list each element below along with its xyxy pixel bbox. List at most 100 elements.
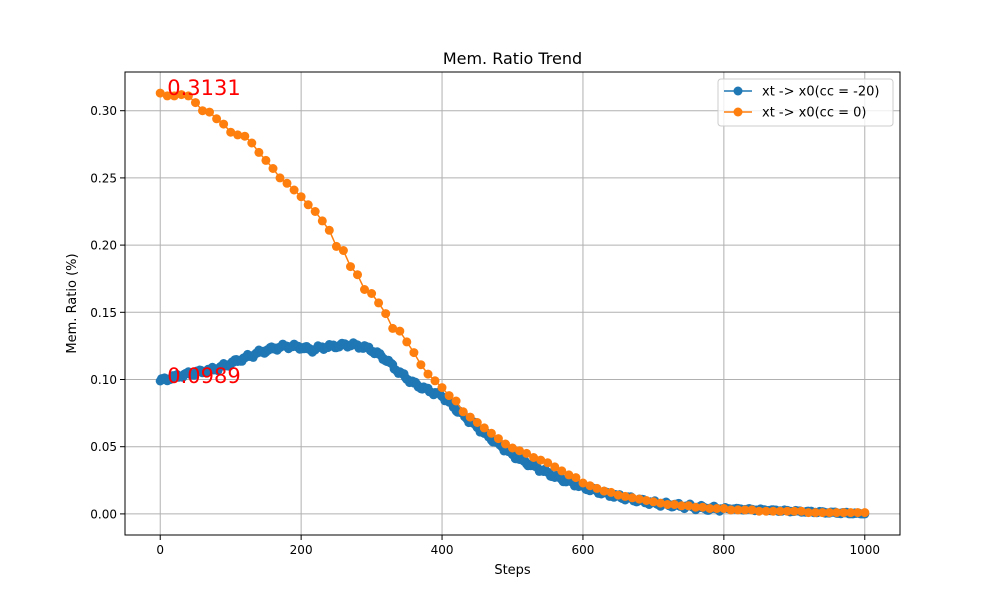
legend: xt -> x0(cc = -20) xt -> x0(cc = 0)	[717, 78, 894, 127]
data-point-orange	[402, 337, 412, 347]
data-point-orange	[578, 478, 588, 488]
data-point-orange	[634, 494, 644, 504]
data-point-orange	[162, 91, 172, 101]
y-tick-label: 0.20	[90, 239, 117, 253]
data-point-orange	[860, 508, 870, 518]
data-point-orange	[388, 323, 398, 333]
series-line-blue	[159, 341, 865, 515]
legend-label-blue: xt -> x0(cc = -20)	[762, 85, 879, 100]
data-point-orange	[275, 173, 285, 183]
data-point-orange	[191, 98, 200, 108]
data-point-orange	[183, 91, 193, 101]
data-point-orange	[839, 508, 849, 518]
data-point-orange	[360, 285, 369, 294]
annotation-layer: 0.3131 0.0989	[167, 76, 240, 388]
data-point-orange	[261, 155, 271, 165]
data-point-orange	[529, 453, 539, 462]
data-point-orange	[155, 88, 165, 98]
y-tick-label: 0.10	[90, 373, 117, 387]
x-tick-label: 0	[156, 543, 164, 557]
y-tick-label: 0.00	[90, 507, 117, 521]
data-point-orange	[670, 500, 679, 509]
data-point-orange	[620, 491, 630, 501]
data-point-orange	[423, 369, 433, 379]
data-point-orange	[395, 326, 405, 336]
data-point-orange	[627, 493, 637, 503]
data-point-orange	[796, 506, 806, 516]
value-annotation: 0.0989	[167, 364, 240, 388]
data-point-orange	[310, 207, 320, 216]
grid-layer	[125, 72, 900, 535]
data-point-orange	[374, 298, 384, 308]
plot-frame	[124, 71, 901, 536]
data-point-orange	[754, 506, 764, 516]
legend-label-orange: xt -> x0(cc = 0)	[762, 106, 866, 121]
data-point-orange	[747, 505, 757, 515]
data-point-orange	[698, 502, 708, 512]
data-point-orange	[198, 106, 207, 116]
data-point-orange	[169, 91, 179, 101]
y-tick-label: 0.30	[90, 104, 117, 118]
data-point-orange	[205, 107, 214, 117]
data-point-orange	[409, 348, 419, 358]
data-point-orange	[543, 458, 553, 468]
data-point-orange	[381, 309, 391, 319]
data-point-orange	[346, 262, 355, 272]
data-point-orange	[465, 412, 475, 422]
data-point-orange	[733, 505, 743, 515]
chart-title: Mem. Ratio Trend	[443, 49, 582, 68]
data-point-orange	[648, 497, 658, 507]
data-point-orange	[606, 487, 616, 497]
data-point-orange	[712, 504, 722, 513]
data-point-orange	[564, 470, 574, 480]
data-point-orange	[811, 508, 820, 518]
data-point-orange	[501, 439, 510, 449]
y-tick-label: 0.15	[90, 306, 117, 320]
data-point-orange	[571, 473, 581, 483]
data-point-orange	[219, 119, 229, 129]
data-point-orange	[472, 418, 482, 427]
x-tick-label: 400	[431, 543, 454, 557]
legend-box	[717, 78, 894, 127]
data-point-orange	[705, 504, 715, 513]
data-point-orange	[331, 241, 341, 251]
data-point-orange	[592, 483, 602, 493]
data-point-orange	[367, 289, 377, 298]
data-point-orange	[726, 505, 736, 515]
data-point-orange	[296, 192, 306, 202]
data-point-orange	[536, 455, 546, 465]
data-point-orange	[585, 481, 595, 491]
data-point-orange	[303, 200, 313, 210]
data-point-orange	[846, 508, 856, 518]
x-axis-label: Steps	[494, 563, 531, 578]
legend-marker-blue	[733, 86, 743, 96]
data-point-orange	[599, 486, 609, 496]
value-annotation: 0.3131	[167, 76, 240, 100]
data-point-orange	[832, 508, 842, 518]
data-point-orange	[458, 407, 468, 417]
x-tick-label: 600	[572, 543, 595, 557]
data-point-orange	[775, 506, 785, 516]
data-point-orange	[613, 490, 623, 500]
data-point-orange	[254, 147, 264, 157]
data-point-orange	[719, 504, 729, 513]
data-point-orange	[317, 216, 327, 226]
data-point-orange	[803, 508, 813, 518]
data-point-orange	[557, 466, 567, 476]
data-point-orange	[486, 428, 496, 438]
data-point-orange	[437, 383, 447, 393]
data-point-orange	[226, 127, 236, 137]
y-axis-label: Mem. Ratio (%)	[65, 253, 80, 353]
data-point-orange	[761, 506, 771, 516]
data-point-orange	[212, 114, 222, 124]
data-point-orange	[825, 508, 834, 518]
data-point-orange	[818, 508, 827, 518]
data-point-orange	[515, 446, 524, 456]
data-point-orange	[691, 502, 701, 512]
data-point-orange	[663, 500, 672, 509]
y-tick-label: 0.25	[90, 171, 117, 185]
data-point-orange	[430, 376, 440, 386]
data-point-orange	[444, 391, 454, 401]
